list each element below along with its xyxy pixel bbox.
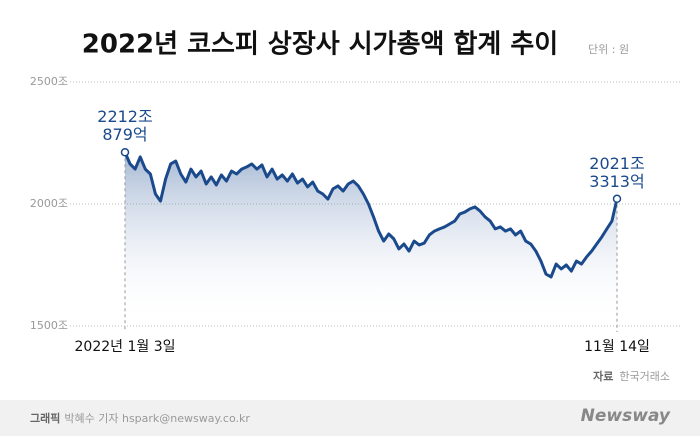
- area: [125, 152, 617, 326]
- line: [123, 151, 619, 279]
- end-marker: [612, 194, 622, 204]
- y-tick-label: 2500조: [30, 75, 68, 88]
- x-tick-label: 2022년 1월 3일: [75, 339, 176, 355]
- y-tick-label: 1500조: [30, 319, 68, 332]
- x-tick-label: 11월 14일: [584, 339, 650, 355]
- source-label: 자료: [593, 370, 614, 383]
- unit-label: 단위 : 원: [588, 43, 629, 56]
- footer: 그래픽 박혜수 기자 hspark@newsway.co.kr Newsway: [0, 400, 700, 436]
- y-tick-label: 2000조: [30, 197, 68, 210]
- chart-title: 2022년 코스피 상장사 시가총액 합계 추이: [82, 30, 558, 60]
- source: 자료 한국거래소: [593, 368, 670, 384]
- chart: 2022년 코스피 상장사 시가총액 합계 추이 단위 : 원 1500조 200…: [30, 30, 682, 355]
- value-label: 2021조 3313억: [589, 153, 645, 191]
- credit-label: 그래픽: [30, 412, 61, 425]
- source-text: 한국거래소: [619, 370, 670, 383]
- credit-text: 박혜수 기자 hspark@newsway.co.kr: [64, 412, 250, 425]
- logo: Newsway: [580, 406, 670, 426]
- value-label: 2212조 879억: [97, 107, 153, 145]
- end-marker: [120, 148, 130, 157]
- credit: 그래픽 박혜수 기자 hspark@newsway.co.kr: [30, 410, 250, 426]
